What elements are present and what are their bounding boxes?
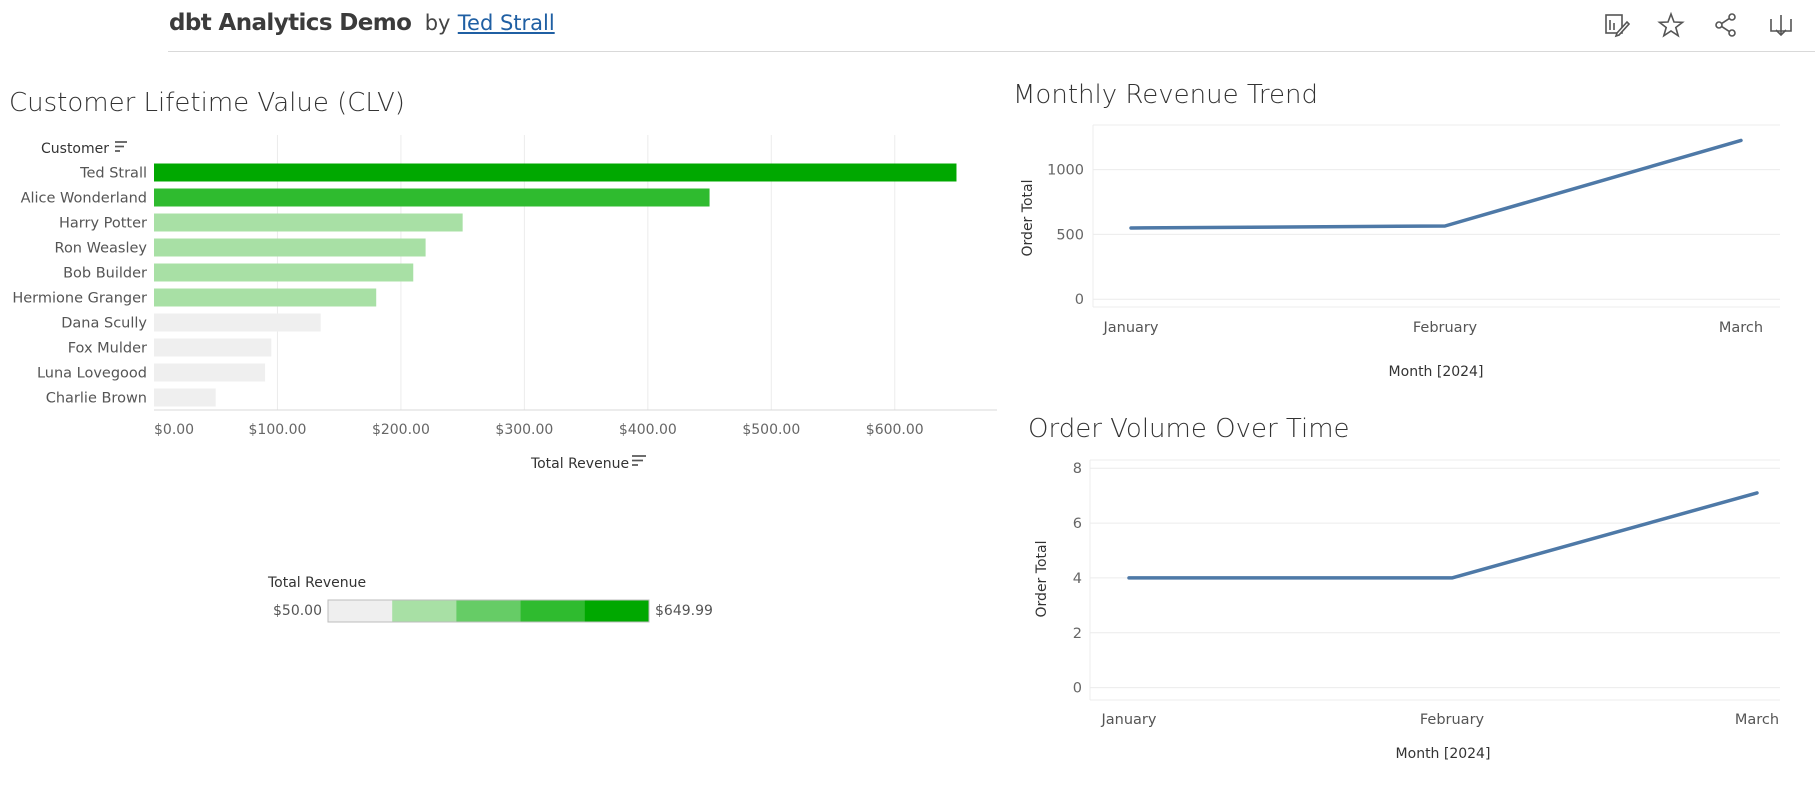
color-legend: Total Revenue $50.00 $649.99 xyxy=(267,575,713,623)
volume-chart-title: Order Volume Over Time xyxy=(1028,414,1350,444)
revenue-y-axis-title: Order Total xyxy=(1020,180,1036,257)
clv-category-label: Bob Builder xyxy=(63,266,147,282)
vol-x-tick-label: January xyxy=(1101,712,1157,728)
clv-bar xyxy=(154,238,426,257)
vol-series-line xyxy=(1127,491,1759,580)
rev-x-tick-label: March xyxy=(1719,320,1763,336)
clv-x-tick-label: $300.00 xyxy=(495,422,553,438)
vol-y-tick-label: 2 xyxy=(1073,626,1082,642)
clv-bar xyxy=(154,163,957,182)
clv-x-tick-label: $200.00 xyxy=(372,422,430,438)
revenue-chart-title: Monthly Revenue Trend xyxy=(1013,80,1319,110)
vol-data-point xyxy=(1128,577,1130,579)
clv-category-label: Hermione Granger xyxy=(12,291,147,307)
rev-data-point xyxy=(1130,227,1132,229)
clv-bar xyxy=(154,288,377,307)
vol-x-tick-label: February xyxy=(1420,712,1485,728)
sort-icon[interactable] xyxy=(632,455,646,466)
clv-category-label: Charlie Brown xyxy=(46,391,147,407)
rev-x-tick-label: January xyxy=(1103,320,1159,336)
clv-chart-title: Customer Lifetime Value (CLV) xyxy=(9,88,405,118)
clv-category-label: Alice Wonderland xyxy=(21,191,147,207)
vol-y-tick-label: 6 xyxy=(1073,516,1082,532)
clv-category-label: Dana Scully xyxy=(61,316,147,332)
vol-data-point xyxy=(1451,577,1453,579)
volume-y-axis-title: Order Total xyxy=(1034,541,1050,618)
edit-icon[interactable] xyxy=(1602,11,1631,39)
legend-title: Total Revenue xyxy=(267,575,366,591)
author-prefix: by xyxy=(424,11,451,35)
clv-category-label: Harry Potter xyxy=(59,216,147,232)
clv-bar xyxy=(154,263,414,282)
legend-max-label: $649.99 xyxy=(655,603,713,619)
download-icon[interactable] xyxy=(1767,11,1795,39)
clv-x-tick-label: $100.00 xyxy=(249,422,307,438)
legend-ramp-step xyxy=(392,600,457,622)
rev-x-tick-label: February xyxy=(1413,320,1478,336)
clv-bar xyxy=(154,313,321,332)
clv-x-tick-label: $500.00 xyxy=(742,422,800,438)
revenue-line-chart: 0 500 1000 January February March Order Tota… xyxy=(1020,124,1780,380)
clv-x-tick-label: $400.00 xyxy=(619,422,677,438)
clv-category-label: Fox Mulder xyxy=(68,341,147,357)
legend-ramp-step xyxy=(584,600,650,622)
rev-series-line xyxy=(1129,138,1743,230)
legend-ramp-step xyxy=(328,600,393,622)
legend-ramp-step xyxy=(520,600,586,622)
clv-category-label: Ted Strall xyxy=(79,166,147,182)
clv-bar xyxy=(154,388,216,407)
vol-y-tick-label: 8 xyxy=(1073,461,1082,477)
vol-data-point xyxy=(1756,492,1758,494)
author-link[interactable]: Ted Strall xyxy=(457,11,555,35)
legend-ramp-step xyxy=(456,600,522,622)
toolbar-divider xyxy=(168,51,1815,52)
legend-min-label: $50.00 xyxy=(273,603,322,619)
clv-y-axis-title: Customer xyxy=(41,141,109,157)
revenue-x-axis-title: Month [2024] xyxy=(1389,364,1484,380)
vol-x-tick-label: March xyxy=(1735,712,1779,728)
rev-y-tick-label: 500 xyxy=(1056,227,1084,243)
clv-x-tick-label: $600.00 xyxy=(866,422,924,438)
vol-y-tick-label: 0 xyxy=(1073,681,1082,697)
clv-category-label: Luna Lovegood xyxy=(37,366,147,382)
volume-x-axis-title: Month [2024] xyxy=(1396,746,1491,762)
clv-x-tick-label: $0.00 xyxy=(154,422,194,438)
top-toolbar: dbt Analytics Demo by Ted Strall xyxy=(0,0,1817,52)
clv-category-label: Ron Weasley xyxy=(55,241,148,257)
rev-y-tick-label: 1000 xyxy=(1047,163,1084,179)
clv-bar xyxy=(154,363,266,382)
clv-bar-chart: Ted Strall Alice Wonderland Harry Potter Ro… xyxy=(12,135,997,472)
clv-x-axis-title: Total Revenue xyxy=(530,456,629,472)
vol-y-tick-label: 4 xyxy=(1073,571,1082,587)
workbook-heading: dbt Analytics Demo by Ted Strall xyxy=(169,10,555,36)
clv-bar xyxy=(154,213,463,232)
clv-bar xyxy=(154,338,272,357)
volume-line-chart: 0 2 4 6 8 January February March Order Total M… xyxy=(1034,459,1780,762)
rev-data-point xyxy=(1740,139,1742,141)
legend-ramp-border xyxy=(327,599,650,623)
rev-y-tick-label: 0 xyxy=(1075,292,1084,308)
share-icon[interactable] xyxy=(1712,11,1740,39)
workbook-title: dbt Analytics Demo xyxy=(169,10,412,36)
sort-icon[interactable] xyxy=(115,141,127,152)
star-icon[interactable] xyxy=(1657,11,1685,39)
clv-bar xyxy=(154,188,710,207)
rev-data-point xyxy=(1444,225,1446,227)
